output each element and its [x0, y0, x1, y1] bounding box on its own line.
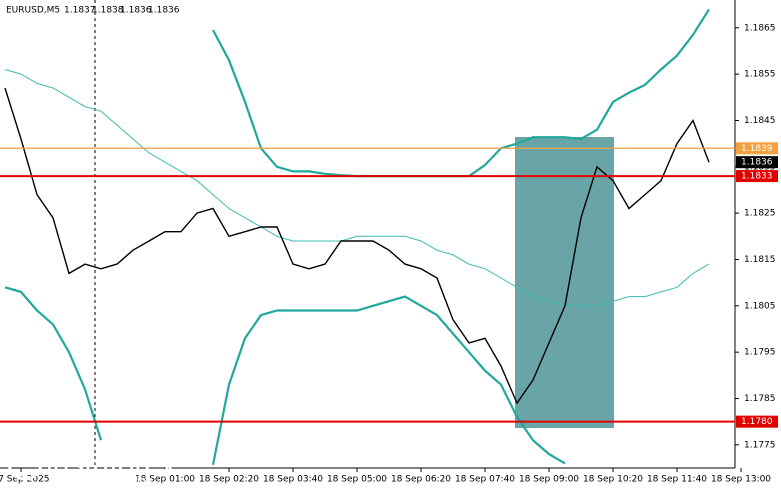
y-tick-label: 1.1845 [744, 116, 776, 126]
level-label: 1.1780 [741, 417, 773, 427]
watermark-logo [7, 445, 43, 481]
x-tick-label: 18 Sep 01:00 [135, 475, 195, 485]
ohlc-open: 1.1837 [64, 6, 96, 16]
y-tick-label: 1.1815 [744, 255, 776, 265]
series-line [4, 69, 710, 307]
series-line [4, 87, 710, 405]
header: EURUSD,M5 1.1837 1.1838 1.1836 1.1836 [6, 6, 180, 16]
watermark: instaforex Instant Forex Trading [7, 445, 176, 487]
level-label-box [736, 170, 778, 183]
series-line [4, 286, 566, 466]
y-tick-label: 1.1775 [744, 440, 776, 450]
symbol: EURUSD,M5 [6, 6, 60, 16]
y-tick-label: 1.1865 [744, 23, 776, 33]
x-tick-label: 18 Sep 02:20 [199, 475, 259, 485]
y-tick-label: 1.1805 [744, 301, 776, 311]
last-price-label: 1.1836 [741, 158, 773, 168]
last-price-box [736, 156, 778, 169]
x-tick-label: 18 Sep 03:40 [263, 475, 323, 485]
x-tick-label: 18 Sep 10:20 [583, 475, 643, 485]
ohlc-high: 1.1838 [92, 6, 124, 16]
x-tick-label: 18 Sep 06:20 [391, 475, 451, 485]
ohlc-close: 1.1836 [148, 6, 180, 16]
highlight-zone [515, 137, 614, 428]
watermark-tagline: Instant Forex Trading [48, 475, 152, 487]
y-tick-label: 1.1785 [744, 394, 776, 404]
x-tick-label: 18 Sep 13:00 [711, 475, 771, 485]
level-label: 1.1833 [741, 172, 773, 182]
ohlc-low: 1.1836 [120, 6, 152, 16]
x-tick-label: 18 Sep 07:40 [455, 475, 515, 485]
x-tick-label: 18 Sep 11:40 [647, 475, 707, 485]
x-tick-label: 18 Sep 05:00 [327, 475, 387, 485]
level-label-box [736, 415, 778, 428]
y-tick-label: 1.1855 [744, 70, 776, 80]
y-tick-label: 1.1825 [744, 209, 776, 219]
level-label: 1.1839 [741, 144, 773, 154]
x-tick-label: 18 Sep 09:00 [519, 475, 579, 485]
watermark-brand: instaforex [46, 448, 176, 481]
level-label-box [736, 142, 778, 155]
y-tick-label: 1.1795 [744, 348, 776, 358]
